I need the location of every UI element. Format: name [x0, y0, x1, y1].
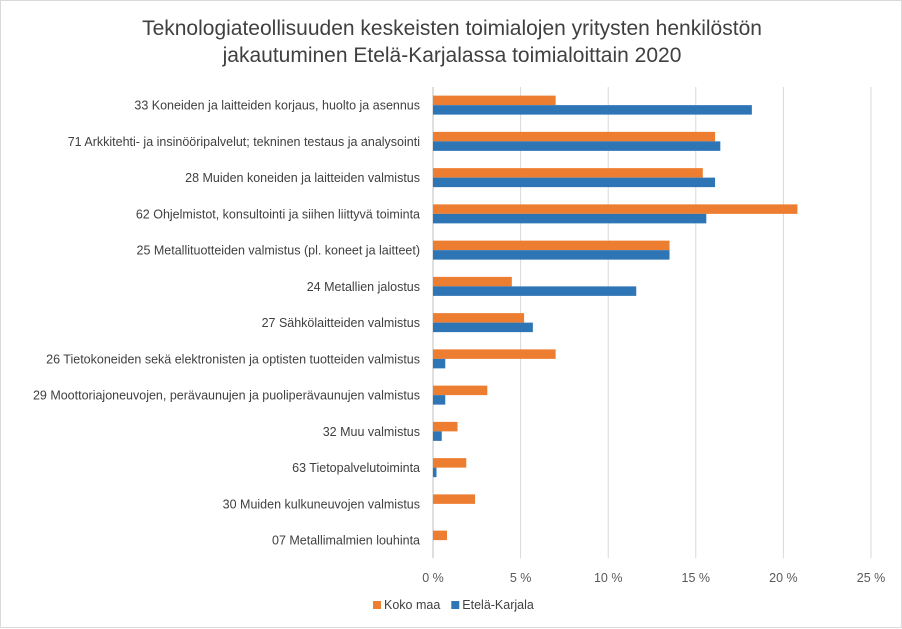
category-label: 32 Muu valmistus [323, 425, 420, 439]
bar-etela-karjala [433, 213, 707, 224]
category-label: 63 Tietopalvelutoiminta [292, 461, 420, 475]
bar-etela-karjala [433, 395, 446, 405]
bar-koko-maa [433, 458, 467, 468]
category-label: 29 Moottoriajoneuvojen, perävaunujen ja … [33, 389, 420, 403]
x-tick-label: 20 % [769, 571, 798, 585]
bar-etela-karjala [433, 358, 446, 369]
bar-etela-karjala [433, 105, 752, 115]
bar-koko-maa [433, 385, 488, 396]
category-label: 62 Ohjelmistot, konsultointi ja siihen l… [136, 207, 420, 221]
category-label: 26 Tietokoneiden sekä elektronisten ja o… [46, 352, 420, 366]
category-label: 71 Arkkitehti- ja insinööripalvelut; tek… [68, 135, 420, 149]
category-label: 07 Metallimalmien louhinta [272, 534, 420, 548]
category-label: 28 Muiden koneiden ja laitteiden valmist… [185, 171, 420, 185]
bar-etela-karjala [433, 322, 533, 333]
bar-koko-maa [433, 95, 556, 106]
bar-koko-maa [433, 530, 448, 541]
category-label: 33 Koneiden ja laitteiden korjaus, huolt… [134, 99, 420, 113]
bar-koko-maa [433, 421, 458, 432]
x-tick-label: 5 % [510, 571, 532, 585]
bar-etela-karjala [433, 431, 442, 441]
bar-etela-karjala [433, 141, 721, 151]
x-tick-label: 25 % [857, 571, 886, 585]
bar-koko-maa [433, 276, 512, 287]
x-tick-label: 10 % [594, 571, 623, 585]
bar-etela-karjala [433, 177, 716, 188]
x-tick-label: 0 % [422, 571, 444, 585]
bar-etela-karjala [433, 467, 437, 478]
category-label: 27 Sähkölaitteiden valmistus [262, 316, 420, 330]
chart-title: Teknologiateollisuuden keskeisten toimia… [1, 15, 902, 69]
legend-swatch-etela-karjala [451, 601, 460, 609]
bar-koko-maa [433, 240, 670, 251]
legend-label-koko-maa: Koko maa [384, 598, 440, 612]
bar-etela-karjala [433, 286, 637, 296]
bar-etela-karjala [433, 250, 670, 260]
bar-koko-maa [433, 204, 798, 214]
category-label: 25 Metallituotteiden valmistus (pl. kone… [137, 244, 420, 258]
chart-title-line-2: jakautuminen Etelä-Karjalassa toimialoit… [222, 44, 682, 67]
bar-koko-maa [433, 349, 556, 359]
legend-swatch-koko-maa [373, 601, 381, 609]
bar-koko-maa [433, 168, 703, 178]
chart-title-line-1: Teknologiateollisuuden keskeisten toimia… [142, 17, 762, 40]
x-tick-label: 15 % [682, 571, 711, 585]
category-label: 24 Metallien jalostus [307, 280, 420, 294]
bar-koko-maa [433, 131, 716, 142]
legend-label-etela-karjala: Etelä-Karjala [462, 598, 534, 612]
bar-koko-maa [433, 313, 525, 323]
bar-koko-maa [433, 494, 476, 504]
category-label: 30 Muiden kulkuneuvojen valmistus [223, 497, 420, 511]
